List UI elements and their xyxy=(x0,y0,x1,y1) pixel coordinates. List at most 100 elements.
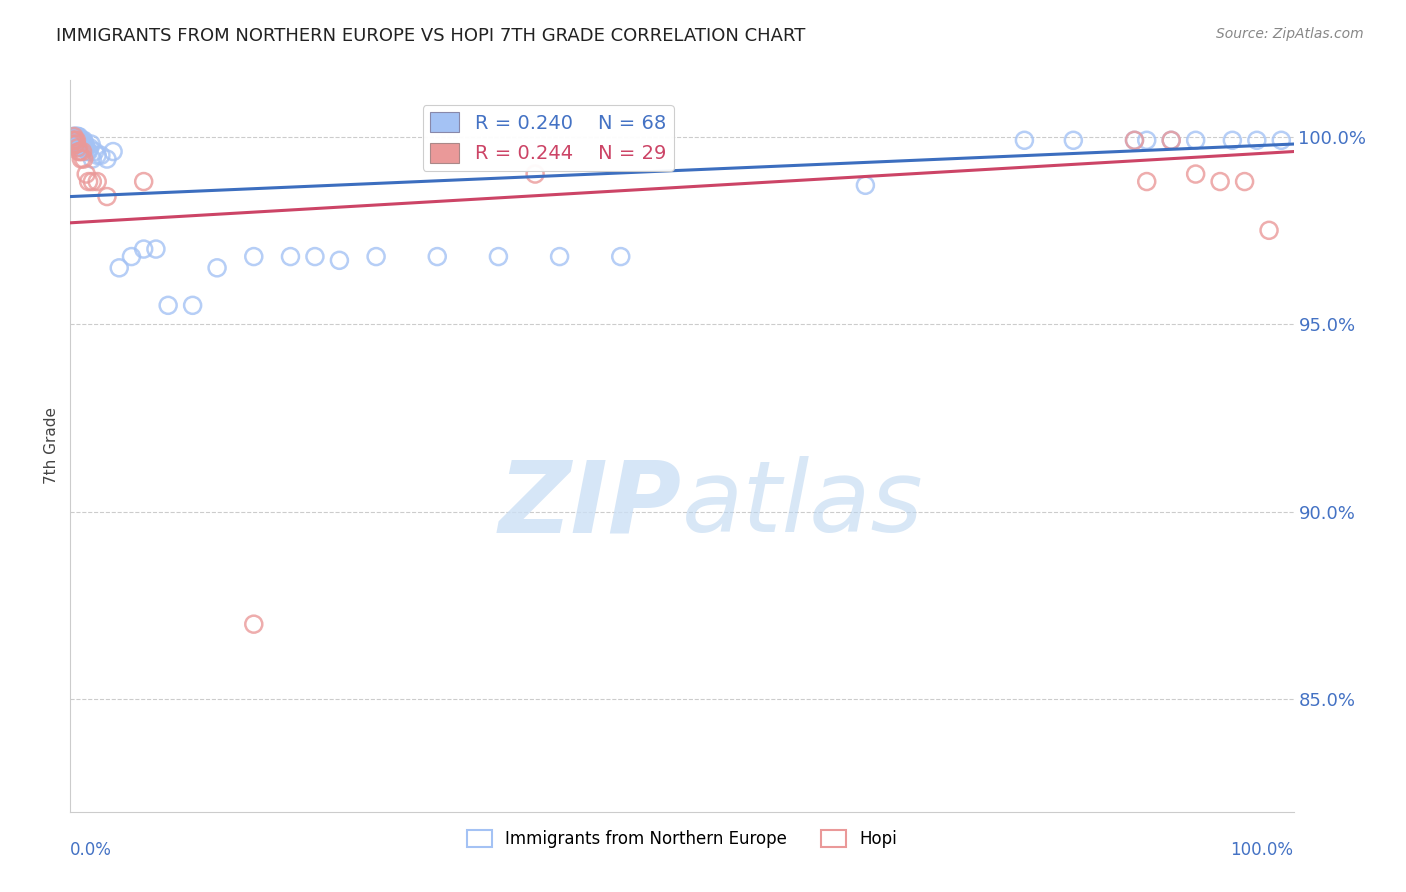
Point xyxy=(63,133,86,147)
Point xyxy=(157,298,180,312)
Point xyxy=(60,133,83,147)
Point xyxy=(67,145,90,159)
Point xyxy=(243,250,266,264)
Point xyxy=(77,175,100,189)
Point xyxy=(69,136,91,151)
Point xyxy=(77,145,100,159)
Point xyxy=(70,141,93,155)
Point xyxy=(121,250,143,264)
Point xyxy=(108,260,131,275)
Point xyxy=(1209,175,1232,189)
Point xyxy=(488,250,510,264)
Point xyxy=(76,145,98,159)
Point xyxy=(1160,133,1182,147)
Point xyxy=(66,129,89,144)
Point xyxy=(66,133,89,147)
Point xyxy=(855,178,877,193)
Point xyxy=(132,242,155,256)
Point xyxy=(1246,133,1268,147)
Point xyxy=(1160,133,1182,147)
Point xyxy=(101,145,124,159)
Text: atlas: atlas xyxy=(682,456,924,553)
Point xyxy=(82,152,104,166)
Text: IMMIGRANTS FROM NORTHERN EUROPE VS HOPI 7TH GRADE CORRELATION CHART: IMMIGRANTS FROM NORTHERN EUROPE VS HOPI … xyxy=(56,27,806,45)
Point xyxy=(1258,223,1281,237)
Point xyxy=(96,152,118,166)
Point xyxy=(1014,133,1036,147)
Point xyxy=(62,129,84,144)
Point xyxy=(82,175,104,189)
Point xyxy=(69,133,91,147)
Point xyxy=(205,260,228,275)
Point xyxy=(65,129,87,144)
Point xyxy=(243,617,266,632)
Point xyxy=(65,133,87,147)
Point xyxy=(1136,133,1159,147)
Point xyxy=(73,136,96,151)
Point xyxy=(145,242,167,256)
Point xyxy=(62,133,84,147)
Point xyxy=(83,145,105,159)
Text: Source: ZipAtlas.com: Source: ZipAtlas.com xyxy=(1216,27,1364,41)
Point xyxy=(1220,133,1243,147)
Point xyxy=(73,136,96,151)
Point xyxy=(426,250,449,264)
Legend: Immigrants from Northern Europe, Hopi: Immigrants from Northern Europe, Hopi xyxy=(460,823,904,855)
Point xyxy=(304,250,326,264)
Point xyxy=(1136,175,1159,189)
Point xyxy=(63,129,86,144)
Point xyxy=(73,133,96,147)
Point xyxy=(1184,133,1206,147)
Point xyxy=(80,136,103,151)
Point xyxy=(1270,133,1292,147)
Point xyxy=(1062,133,1084,147)
Text: 100.0%: 100.0% xyxy=(1230,841,1294,859)
Y-axis label: 7th Grade: 7th Grade xyxy=(44,408,59,484)
Point xyxy=(96,189,118,203)
Point xyxy=(75,141,97,155)
Point xyxy=(610,250,633,264)
Point xyxy=(63,136,86,151)
Point xyxy=(86,175,108,189)
Text: 0.0%: 0.0% xyxy=(70,841,112,859)
Point xyxy=(66,133,89,147)
Point xyxy=(73,141,96,155)
Point xyxy=(69,145,91,159)
Point xyxy=(63,133,86,147)
Point xyxy=(70,152,93,166)
Point xyxy=(65,133,87,147)
Point xyxy=(72,145,94,159)
Point xyxy=(328,253,350,268)
Point xyxy=(66,129,89,144)
Point xyxy=(63,133,86,147)
Point xyxy=(72,141,94,155)
Point xyxy=(280,250,302,264)
Point xyxy=(75,167,97,181)
Point xyxy=(66,141,89,155)
Point xyxy=(72,133,94,147)
Point xyxy=(1123,133,1146,147)
Point xyxy=(67,129,90,144)
Point xyxy=(79,141,101,155)
Point xyxy=(132,175,155,189)
Point xyxy=(70,133,93,147)
Point xyxy=(65,136,87,151)
Point xyxy=(63,129,86,144)
Point xyxy=(1233,175,1256,189)
Point xyxy=(86,148,108,162)
Point xyxy=(366,250,388,264)
Point xyxy=(181,298,204,312)
Point xyxy=(63,129,86,144)
Point xyxy=(65,136,87,151)
Point xyxy=(67,133,90,147)
Point xyxy=(67,136,90,151)
Point xyxy=(63,129,86,144)
Point xyxy=(548,250,571,264)
Point xyxy=(65,129,87,144)
Point xyxy=(66,136,89,151)
Point xyxy=(90,148,112,162)
Point xyxy=(73,152,96,166)
Point xyxy=(63,133,86,147)
Point xyxy=(60,136,83,151)
Point xyxy=(1123,133,1146,147)
